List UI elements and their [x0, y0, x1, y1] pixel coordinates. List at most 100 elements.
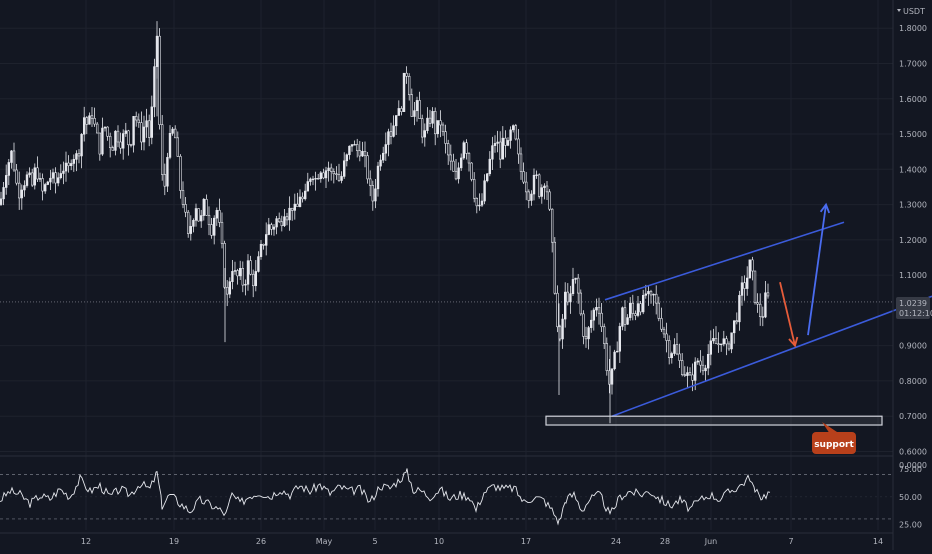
- candle-body: [381, 152, 385, 161]
- candle-body: [145, 120, 148, 128]
- time-tick-label: Jun: [704, 537, 718, 546]
- candle-body: [400, 108, 403, 112]
- candle-body: [41, 178, 44, 192]
- candle-body: [306, 181, 309, 192]
- price-tick-label: 1.1000: [899, 271, 927, 280]
- support-badge[interactable]: [812, 432, 856, 454]
- candle-body: [709, 340, 713, 355]
- candle-body: [283, 216, 286, 227]
- candle-body: [348, 145, 351, 156]
- candle-body: [550, 208, 554, 243]
- candle-body: [254, 271, 257, 287]
- candle-body: [119, 141, 122, 149]
- candle-body: [309, 178, 312, 182]
- time-tick-label: May: [316, 537, 333, 546]
- candle-body: [628, 302, 632, 318]
- time-tick-label: 14: [873, 537, 883, 546]
- candle-body: [537, 174, 541, 197]
- candle-body: [277, 218, 281, 223]
- candle-body: [748, 259, 752, 279]
- candle-body: [683, 374, 687, 376]
- candle-body: [30, 172, 34, 186]
- price-tick-label: 1.2000: [899, 236, 927, 245]
- candle-body: [0, 198, 3, 205]
- candle-body: [233, 270, 237, 272]
- candle-body: [431, 111, 434, 124]
- currency-dropdown-icon[interactable]: [897, 9, 901, 12]
- candle-body: [264, 234, 268, 246]
- candle-body: [85, 117, 89, 125]
- candle-body: [639, 303, 642, 313]
- candle-body: [420, 118, 424, 138]
- candle-body: [514, 125, 518, 140]
- candle-body: [301, 196, 304, 200]
- candle-body: [241, 268, 244, 286]
- candle-body: [109, 136, 112, 148]
- candle-body: [725, 338, 728, 345]
- candle-body: [363, 151, 367, 157]
- candle-body: [764, 292, 767, 318]
- candle-body: [478, 204, 481, 207]
- rsi-tick-label: 75.00: [899, 465, 922, 474]
- candle-body: [90, 115, 94, 119]
- candle-body: [589, 319, 593, 328]
- candle-body: [470, 162, 473, 180]
- candle-body: [610, 368, 614, 385]
- candle-body: [496, 141, 499, 144]
- candle-body: [506, 140, 510, 146]
- time-tick-label: 19: [169, 537, 179, 546]
- candle-body: [337, 174, 341, 181]
- candle-body: [75, 153, 78, 160]
- candle-body: [249, 260, 252, 275]
- candle-body: [114, 130, 117, 151]
- candle-body: [595, 307, 598, 311]
- candle-body: [426, 117, 429, 131]
- candle-body: [465, 142, 468, 154]
- rsi-tick-label: 0.0000: [899, 461, 927, 470]
- candle-body: [228, 281, 231, 295]
- rsi-tick-label: 25.00: [899, 520, 922, 529]
- candle-body: [384, 144, 387, 154]
- candle-body: [532, 174, 536, 195]
- candle-body: [239, 268, 242, 277]
- candle-body: [493, 143, 497, 146]
- candle-body: [519, 153, 523, 172]
- price-tick-label: 1.6000: [899, 95, 927, 104]
- arrow-shaft: [807, 204, 827, 336]
- candle-body: [236, 270, 239, 277]
- candle-body: [72, 159, 76, 164]
- candle-body: [25, 174, 29, 186]
- candle-body: [527, 191, 531, 201]
- candle-body: [587, 327, 590, 340]
- candle-body: [96, 123, 99, 134]
- candle-body: [124, 130, 128, 134]
- candle-body: [70, 163, 73, 167]
- candle-body: [392, 125, 395, 137]
- candle-body: [272, 226, 276, 230]
- candle-body: [600, 312, 603, 328]
- candle-body: [93, 118, 96, 125]
- candle-body: [270, 224, 273, 230]
- candle-body: [103, 126, 107, 129]
- price-tick-label: 1.3000: [899, 201, 927, 210]
- candle-body: [46, 181, 50, 185]
- candle-body: [439, 120, 442, 126]
- candle-body: [226, 287, 229, 295]
- candle-body: [605, 343, 609, 371]
- candle-body: [652, 293, 655, 296]
- candle-body: [335, 173, 338, 175]
- candle-body: [181, 190, 185, 205]
- candle-body: [657, 302, 661, 319]
- support-zone-box: [545, 415, 883, 426]
- candle-body: [231, 271, 234, 282]
- candle-body: [379, 159, 382, 167]
- candle-body: [686, 372, 689, 376]
- candle-body: [194, 208, 198, 221]
- candle-body: [163, 174, 166, 187]
- candle-body: [111, 147, 115, 151]
- drawings-layer[interactable]: [545, 202, 932, 426]
- candle-body: [504, 137, 507, 146]
- candle-body: [670, 353, 674, 359]
